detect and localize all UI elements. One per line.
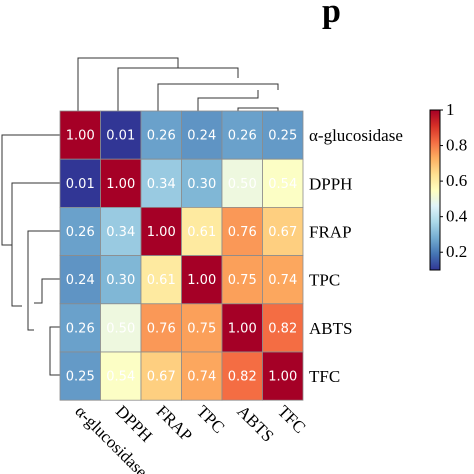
heatmap-cell (59, 110, 101, 160)
left-dendro-root (1, 134, 60, 246)
heatmap-cell-value: 1.00 (106, 177, 135, 192)
chart-title: p (322, 0, 341, 30)
heatmap-cell-value: 0.26 (228, 129, 257, 144)
heatmap-cell-value: 0.50 (106, 321, 135, 336)
heatmap-cell-value: 0.61 (187, 225, 216, 240)
column-label: ABTS (233, 402, 277, 446)
top-dendro-branch-3 (197, 90, 259, 118)
heatmap-cell-value: 0.34 (106, 225, 135, 240)
top-dendro-root (77, 57, 179, 118)
heatmap-cell-value: 0.74 (268, 273, 297, 288)
row-label: TFC (309, 367, 340, 386)
heatmap-cell-value: 0.24 (66, 273, 95, 288)
heatmap-cell-value: 0.67 (268, 225, 297, 240)
heatmap-cell-value: 0.54 (106, 370, 135, 385)
legend-tick-label: 0.4 (446, 207, 468, 226)
row-label: DPPH (309, 174, 352, 193)
heatmap-cell (262, 303, 304, 353)
heatmap-cell-value: 0.34 (147, 177, 176, 192)
heatmap-cell (262, 158, 304, 208)
row-label: α-glucosidase (309, 126, 403, 145)
left-dendro-branch-2 (27, 230, 60, 331)
heatmap-cell (140, 206, 182, 256)
row-label: FRAP (309, 223, 352, 242)
heatmap-cell-value: 1.00 (66, 129, 95, 144)
heatmap-cell-value: 0.50 (228, 177, 257, 192)
legend-tick-label: 0.8 (446, 136, 467, 155)
heatmap-cell (100, 158, 142, 208)
heatmap-cell-value: 0.67 (147, 370, 176, 385)
top-dendrogram (77, 57, 279, 118)
heatmap-cell-value: 0.75 (228, 273, 257, 288)
top-dendro-branch-1 (117, 67, 239, 118)
heatmap-cell (140, 158, 182, 208)
heatmap-cell (221, 351, 263, 401)
heatmap-cell (221, 206, 263, 256)
column-label: TPC (193, 402, 228, 437)
heatmap-cell-value: 0.54 (268, 177, 297, 192)
heatmap-cell (221, 303, 263, 353)
heatmap-cell-value: 1.00 (187, 273, 216, 288)
heatmap-cell-value: 1.00 (268, 370, 297, 385)
heatmap-cell-value: 0.25 (66, 370, 95, 385)
heatmap-cell (221, 255, 263, 305)
color-legend: 0.2 0.4 0.6 0.8 1 (429, 100, 468, 271)
heatmap-cell (59, 303, 101, 353)
top-dendro-branch-2 (157, 83, 279, 118)
row-label: ABTS (309, 319, 352, 338)
row-label: TPC (309, 271, 340, 290)
left-dendrogram (1, 134, 60, 376)
heatmap-cell-value: 0.76 (228, 225, 257, 240)
heatmap-cell (181, 206, 223, 256)
row-labels: α-glucosidase DPPH FRAP TPC ABTS TFC (309, 126, 403, 386)
heatmap-cell (140, 255, 182, 305)
heatmap-cell (140, 110, 182, 160)
legend-tick-label: 0.6 (446, 171, 467, 190)
heatmap-cell-value: 0.25 (268, 129, 297, 144)
left-dendro-branch-4 (49, 326, 60, 376)
heatmap-cell-value: 1.00 (147, 225, 176, 240)
heatmap-cell-value: 0.26 (66, 321, 95, 336)
heatmap-cell (100, 206, 142, 256)
heatmap-cell (181, 255, 223, 305)
heatmap-cell (262, 255, 304, 305)
heatmap-cell (262, 206, 304, 256)
heatmap-cell (59, 206, 101, 256)
heatmap-cell (59, 255, 101, 305)
heatmap-cell-value: 1.00 (228, 321, 257, 336)
left-dendro-branch-1 (11, 182, 60, 307)
legend-tick-label: 1 (446, 100, 455, 119)
heatmap-cell-value: 0.76 (147, 321, 176, 336)
legend-tick-label: 0.2 (446, 242, 467, 261)
heatmap-cells: 1.00 0.01 0.26 0.24 0.26 0.25 0.01 1.00 0.34 0.30… (59, 110, 304, 401)
heatmap-cell-value: 0.01 (66, 177, 95, 192)
heatmap-cell-value: 0.61 (147, 273, 176, 288)
heatmap-cell-value: 0.26 (147, 129, 176, 144)
heatmap-cell (100, 110, 142, 160)
heatmap-cell (59, 351, 101, 401)
heatmap-cell-value: 0.26 (66, 225, 95, 240)
heatmap-cell (181, 158, 223, 208)
heatmap-cell-value: 0.75 (187, 321, 216, 336)
color-legend-bar (429, 109, 441, 271)
heatmap-cell (140, 351, 182, 401)
heatmap-cell (262, 351, 304, 401)
heatmap-cell-value: 0.01 (106, 129, 135, 144)
column-label: FRAP (152, 402, 196, 446)
heatmap-cell (100, 303, 142, 353)
heatmap-cell-value: 0.82 (228, 370, 257, 385)
column-label: TFC (274, 402, 309, 437)
left-dendro-branch-3 (34, 278, 60, 304)
heatmap-cell-value: 0.30 (106, 273, 135, 288)
heatmap-cell-value: 0.24 (187, 129, 216, 144)
heatmap-cell-value: 0.74 (187, 370, 216, 385)
heatmap-cell-value: 0.30 (187, 177, 216, 192)
heatmap-cell-value: 0.82 (268, 321, 297, 336)
